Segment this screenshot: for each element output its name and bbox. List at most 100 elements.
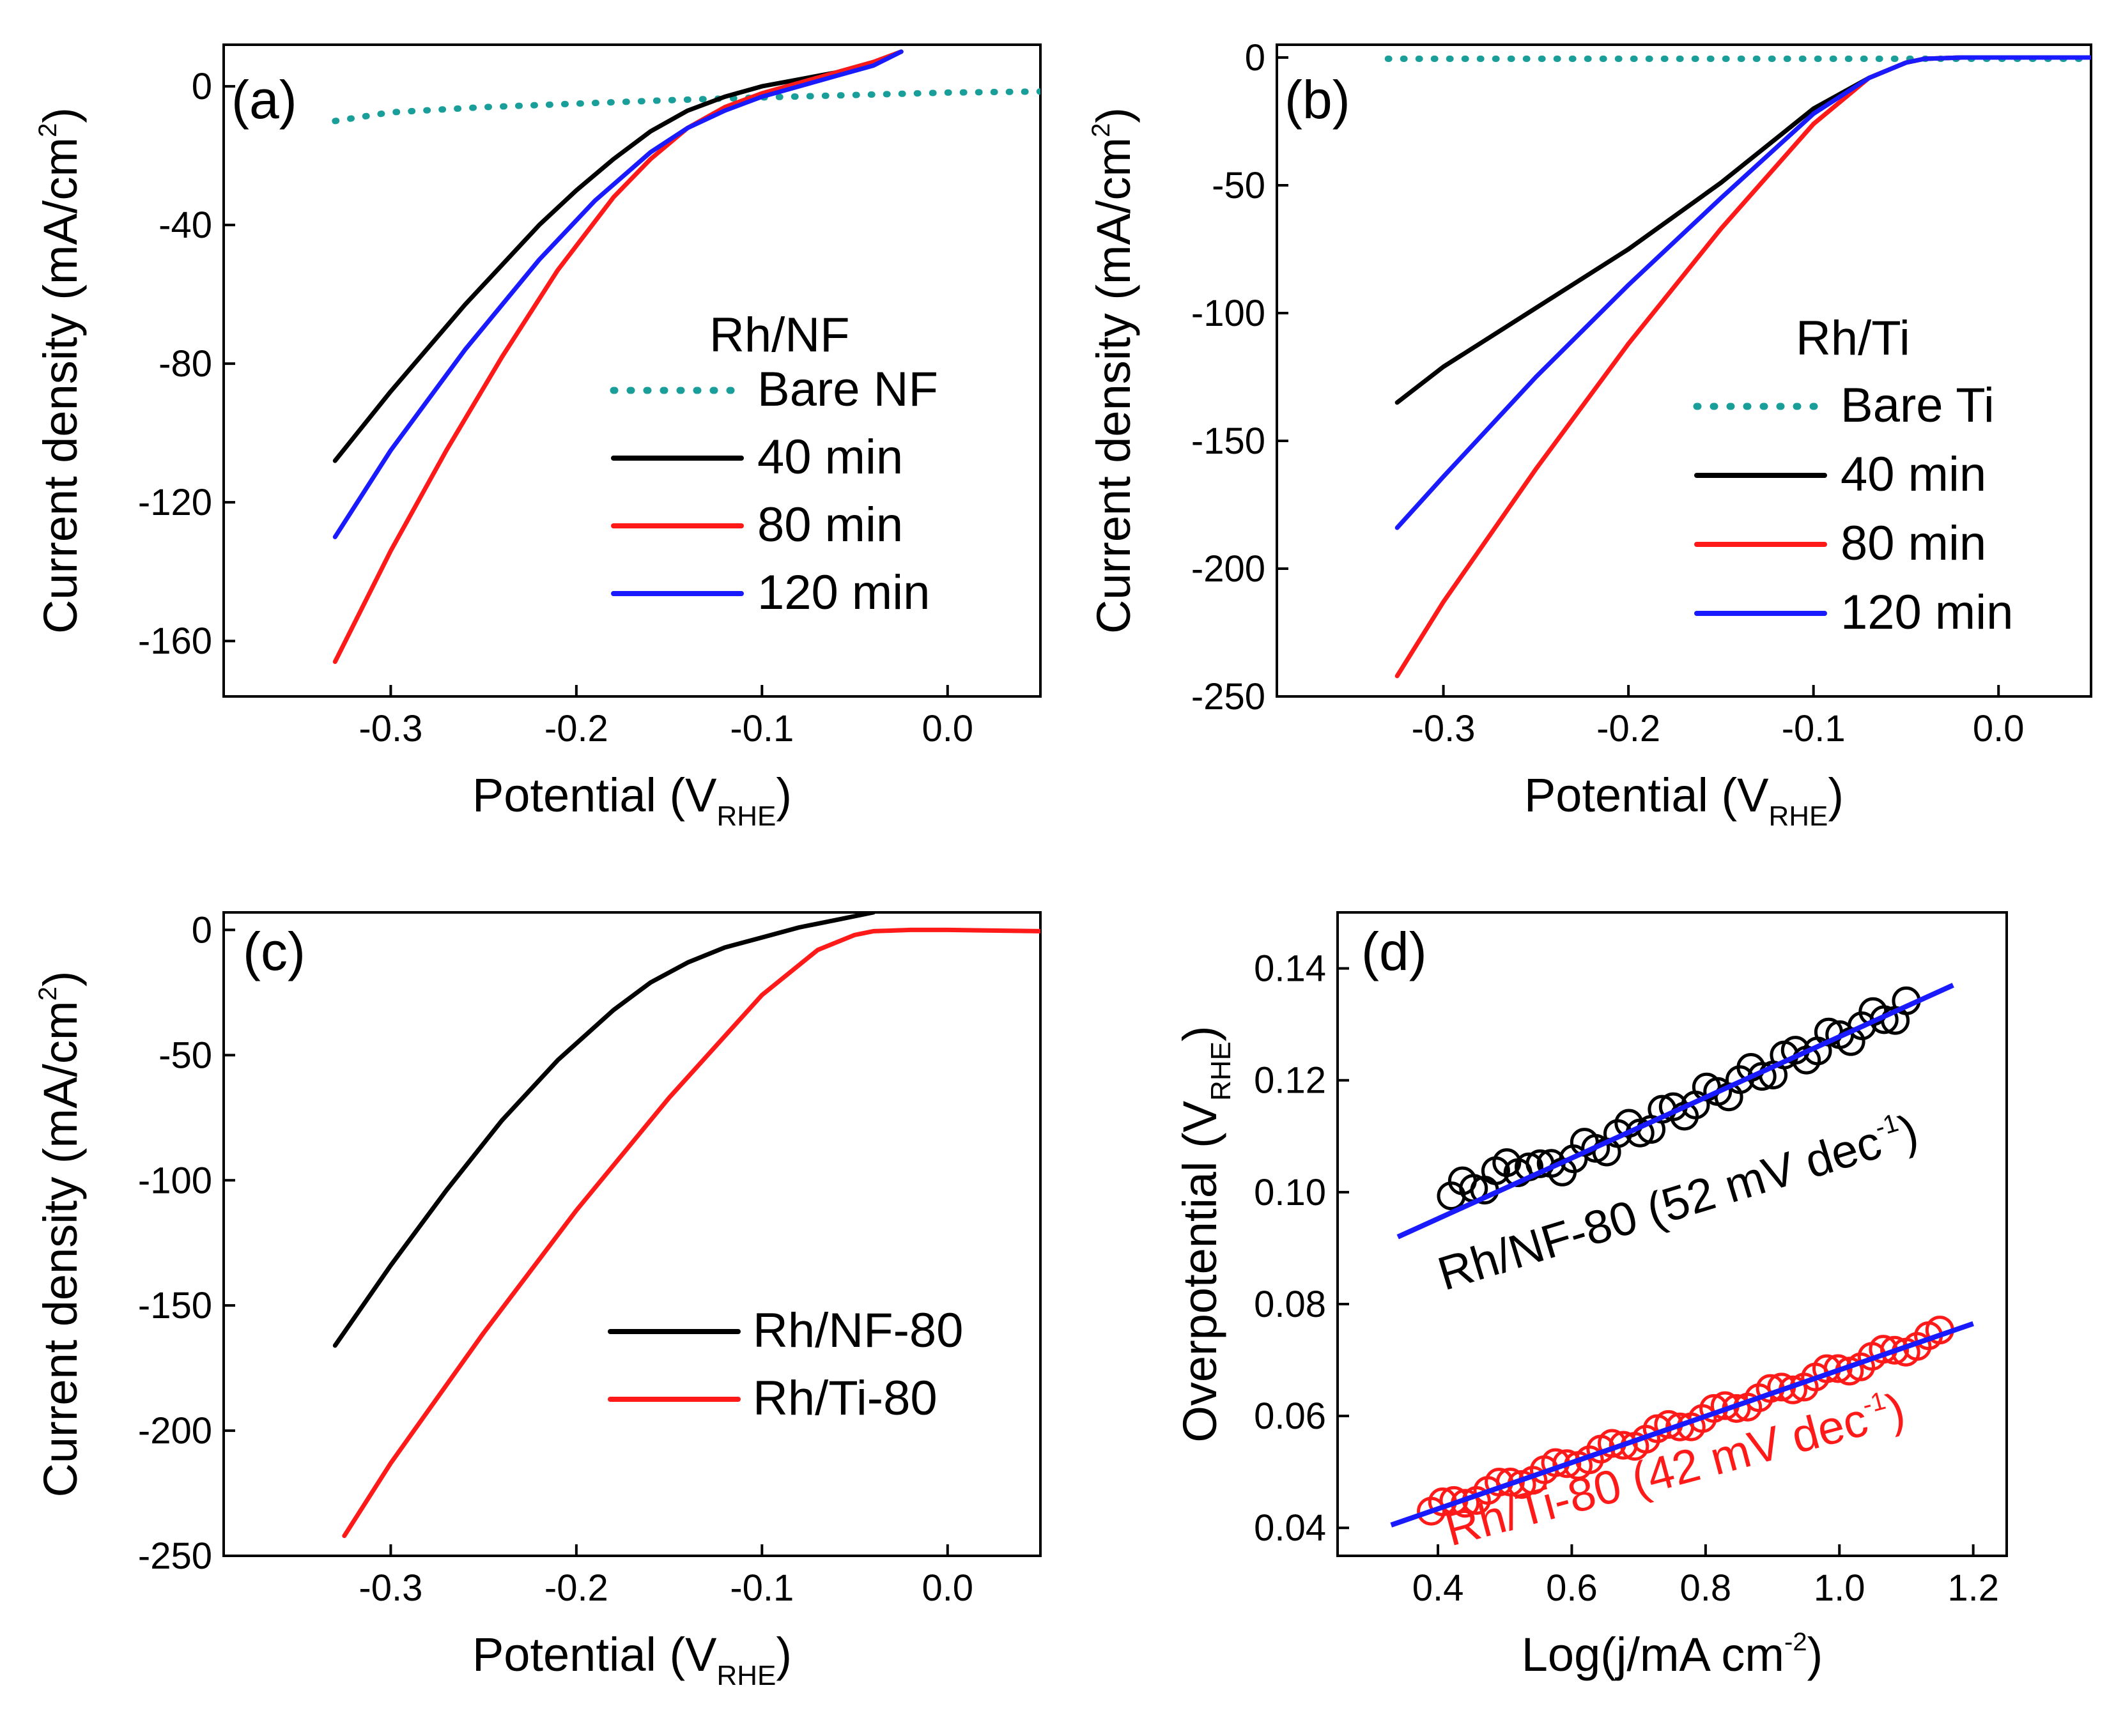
series-line-120-min <box>332 49 904 539</box>
data-layer <box>1384 55 2091 679</box>
x-tick-label: -0.2 <box>544 708 608 749</box>
x-axis-title-end: ) <box>776 769 792 822</box>
x-tick-label: 0.0 <box>922 1567 973 1609</box>
y-tick-label: -50 <box>158 1034 212 1076</box>
x-tick-label: 0.8 <box>1680 1567 1732 1609</box>
y-axis-title-sup: 2 <box>34 123 62 137</box>
data-layer <box>332 49 1040 664</box>
legend-title: Rh/NF <box>709 308 850 362</box>
y-axis-title-text: Current density (mA/cm <box>34 137 87 634</box>
y-axis-title: Overpotential (VRHE) <box>1173 1025 1237 1442</box>
y-axis-title-end: ) <box>34 971 87 987</box>
y-tick-label: 0 <box>1245 37 1265 79</box>
x-axis-title: Potential (VRHE) <box>472 1628 792 1691</box>
x-axis-title-end: ) <box>1807 1628 1823 1681</box>
legend-label: Rh/Ti-80 <box>753 1371 938 1425</box>
legend-label: 80 min <box>757 498 903 552</box>
panel-b: -0.3 -0.2 -0.1 0.0 0 -50 -100 -150 -200 -250 Poten… <box>1087 37 2092 832</box>
legend: Rh/Ti Bare Ti 40 min 80 min 120 min <box>1693 311 2013 640</box>
x-axis-title-end: ) <box>1828 769 1844 822</box>
x-tick-label: 1.0 <box>1814 1567 1865 1609</box>
y-tick-label: -120 <box>138 482 212 523</box>
y-tick-label: -150 <box>138 1285 212 1326</box>
x-tick-label: -0.1 <box>1782 708 1846 749</box>
y-tick-label: -160 <box>138 620 212 662</box>
legend-title: Rh/Ti <box>1796 311 1910 365</box>
x-tick-label: 0.0 <box>922 708 973 749</box>
panel-label: (c) <box>243 921 305 981</box>
x-axis-title-text: Potential (V <box>472 1628 717 1681</box>
y-tick-label: -250 <box>138 1535 212 1577</box>
x-tick-label: -0.3 <box>359 1567 422 1609</box>
y-tick-label: 0 <box>192 909 212 951</box>
series-line-rh-ti-80 <box>342 927 1040 1539</box>
panel-c: -0.3 -0.2 -0.1 0.0 0 -50 -100 -150 -200 -250 Poten… <box>34 909 1042 1691</box>
legend-label: Bare Ti <box>1841 378 1995 433</box>
y-tick-label: 0.04 <box>1254 1507 1326 1549</box>
legend-label: 120 min <box>757 565 930 620</box>
y-tick-label: -40 <box>158 204 212 246</box>
slope-annotation: Rh/NF-80 (52 mV dec-1) <box>1432 1104 1924 1300</box>
x-axis-title-sub: RHE <box>1768 801 1828 832</box>
series-line-80-min <box>332 49 904 664</box>
x-tick-label: 1.2 <box>1947 1567 1999 1609</box>
legend-label: Rh/NF-80 <box>753 1303 963 1358</box>
y-tick-label: -100 <box>1191 293 1265 334</box>
legend: Rh/NF-80 Rh/Ti-80 <box>608 1303 963 1425</box>
x-tick-label: -0.2 <box>544 1567 608 1609</box>
y-axis-title-text: Current density (mA/cm <box>1087 137 1140 634</box>
data-layer <box>1390 983 1974 1528</box>
y-tick-label: 0.08 <box>1254 1284 1326 1325</box>
data-point <box>1552 1449 1582 1479</box>
panel-label: (b) <box>1285 70 1350 130</box>
x-tick-label: 0.6 <box>1546 1567 1598 1609</box>
legend-label: 40 min <box>757 430 903 484</box>
plot-frame <box>1276 43 2092 698</box>
y-tick-label: 0 <box>192 66 212 107</box>
y-tick-label: 0.12 <box>1254 1060 1326 1102</box>
series-line-80-min <box>1394 55 2091 679</box>
y-tick-label: -50 <box>1212 165 1265 206</box>
x-axis-title-text: Potential (V <box>1524 769 1769 822</box>
y-tick-label: -80 <box>158 343 212 385</box>
x-tick-label: -0.1 <box>730 708 794 749</box>
y-axis-title-sup: 2 <box>1087 123 1115 137</box>
y-axis-title-text: Overpotential (V <box>1173 1100 1226 1442</box>
y-tick-label: -100 <box>138 1160 212 1201</box>
x-axis-title-sup: -2 <box>1784 1628 1807 1656</box>
x-axis-title-sub: RHE <box>716 801 776 832</box>
y-tick-label: -150 <box>1191 420 1265 462</box>
legend-label: 80 min <box>1841 516 1986 571</box>
legend-label: 40 min <box>1841 447 1986 502</box>
x-axis-title-text: Potential (V <box>472 769 717 822</box>
slope-annotation-text: Rh/NF-80 (52 mV dec <box>1432 1116 1887 1301</box>
x-axis-title: Log(j/mA cm-2) <box>1522 1628 1823 1681</box>
data-point <box>1880 1335 1910 1365</box>
data-layer <box>332 912 1040 1539</box>
x-axis-title-end: ) <box>776 1628 792 1681</box>
legend-label: 120 min <box>1841 585 2013 640</box>
x-tick-label: 0.0 <box>1973 708 2025 749</box>
x-tick-label: -0.3 <box>1412 708 1476 749</box>
y-axis-title: Current density (mA/cm2) <box>1087 107 1140 634</box>
y-axis-title-end: ) <box>1173 1025 1226 1041</box>
y-tick-label: 0.10 <box>1254 1172 1326 1213</box>
x-axis-title-sub: RHE <box>716 1660 776 1691</box>
y-axis-title-sup: 2 <box>34 987 62 1001</box>
series-line-40-min <box>1394 55 2091 405</box>
y-tick-label: 0.14 <box>1254 948 1326 990</box>
x-axis-title: Potential (VRHE) <box>1524 769 1844 832</box>
series-line-bare-nf <box>332 88 1040 125</box>
panel-label: (d) <box>1361 921 1427 981</box>
x-tick-label: -0.2 <box>1596 708 1660 749</box>
y-tick-label: -250 <box>1191 676 1265 718</box>
y-axis-title-end: ) <box>34 107 87 123</box>
y-axis-title-end: ) <box>1087 107 1140 123</box>
fit-line <box>1390 1321 1974 1528</box>
series-line-120-min <box>1394 55 2091 530</box>
x-axis-title-text: Log(j/mA cm <box>1522 1628 1784 1681</box>
x-tick-label: -0.1 <box>730 1567 794 1609</box>
legend-label: Bare NF <box>757 362 938 417</box>
